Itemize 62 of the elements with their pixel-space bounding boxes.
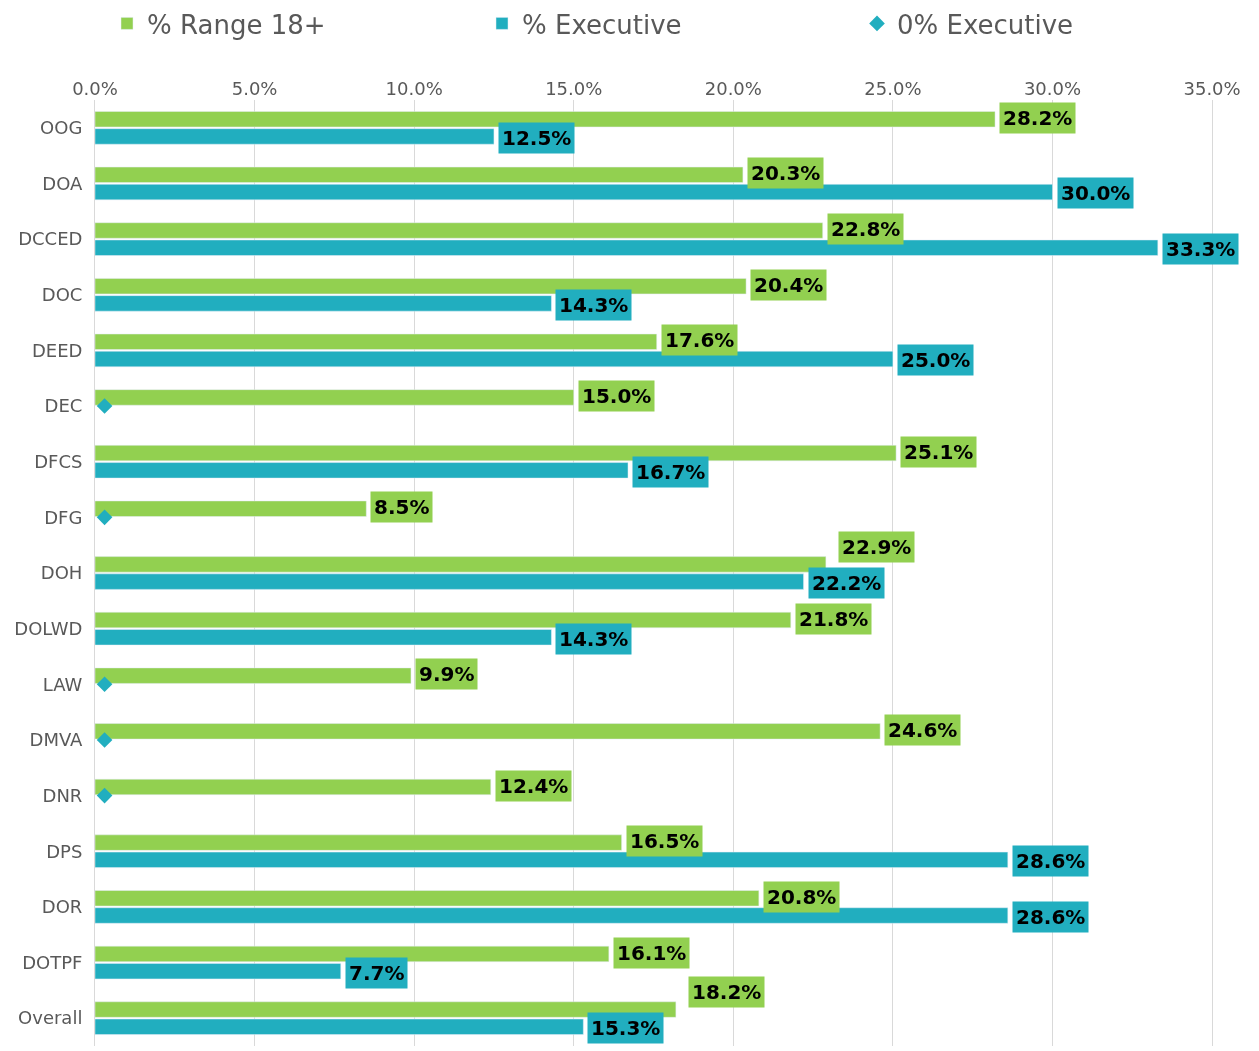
y-tick-label: DOLWD <box>14 617 83 639</box>
y-tick-label: DMVA <box>29 729 84 751</box>
y-tick-label: DNR <box>42 784 83 806</box>
data-label: 33.3% <box>1166 237 1236 261</box>
data-label: 9.9% <box>419 662 475 686</box>
data-label: 25.1% <box>904 440 974 464</box>
data-label: 22.2% <box>812 571 882 595</box>
y-tick-label: DEC <box>44 395 83 417</box>
x-tick-label: 30.0% <box>1023 78 1082 100</box>
data-label: 20.8% <box>767 885 837 909</box>
data-label: 16.7% <box>636 460 706 484</box>
y-tick-label: DOR <box>41 896 83 918</box>
y-tick-label: DOC <box>41 284 83 306</box>
data-label: 15.0% <box>582 384 652 408</box>
y-tick-label: LAW <box>42 673 83 695</box>
data-label: 15.3% <box>591 1016 661 1040</box>
data-label: 8.5% <box>374 495 430 519</box>
data-label: 12.5% <box>502 126 572 150</box>
data-label: 17.6% <box>665 328 735 352</box>
bar <box>95 778 492 795</box>
x-tick-label: 20.0% <box>704 78 762 100</box>
data-label: 22.8% <box>831 217 901 241</box>
y-tick-label: DCCED <box>18 228 83 250</box>
data-label: 30.0% <box>1061 181 1131 205</box>
x-tick-label: 35.0% <box>1183 78 1241 100</box>
y-tick-label: DOA <box>42 172 84 194</box>
data-label: 20.4% <box>754 273 824 297</box>
bar <box>95 667 412 684</box>
y-tick-label: DFG <box>44 506 83 528</box>
x-tick-label: 15.0% <box>545 78 603 100</box>
data-label: 16.1% <box>617 941 687 965</box>
legend-label: 0% Executive <box>897 9 1074 40</box>
y-tick-label: DEED <box>31 339 83 361</box>
data-label: 14.3% <box>559 293 629 317</box>
data-label: 7.7% <box>349 961 405 985</box>
data-label: 14.3% <box>559 627 629 651</box>
x-tick-label: 25.0% <box>864 78 922 100</box>
data-label: 12.4% <box>499 774 569 798</box>
data-label: 28.2% <box>1003 106 1073 130</box>
y-tick-label: Overall <box>18 1007 83 1029</box>
x-tick-label: 5.0% <box>231 78 278 100</box>
y-tick-label: DFCS <box>34 451 83 473</box>
x-tick-label: 10.0% <box>385 78 443 100</box>
data-label: 21.8% <box>799 607 869 631</box>
legend-label: % Executive <box>522 9 682 40</box>
data-label: 28.6% <box>1016 849 1086 873</box>
data-label: 24.6% <box>888 718 958 742</box>
bar <box>95 500 367 517</box>
bar <box>95 723 881 740</box>
legend-label: % Range 18+ <box>147 9 326 40</box>
y-tick-label: DPS <box>46 840 83 862</box>
y-tick-label: DOH <box>40 562 83 584</box>
bar <box>95 389 574 406</box>
data-label: 25.0% <box>901 348 971 372</box>
y-tick-label: DOTPF <box>22 951 83 973</box>
data-label: 22.9% <box>842 535 912 559</box>
data-label: 28.6% <box>1016 905 1086 929</box>
data-label: 20.3% <box>751 161 821 185</box>
x-tick-label: 0.0% <box>72 78 118 100</box>
data-label: 18.2% <box>692 980 762 1004</box>
data-label: 16.5% <box>630 829 700 853</box>
y-tick-label: OOG <box>40 117 83 139</box>
